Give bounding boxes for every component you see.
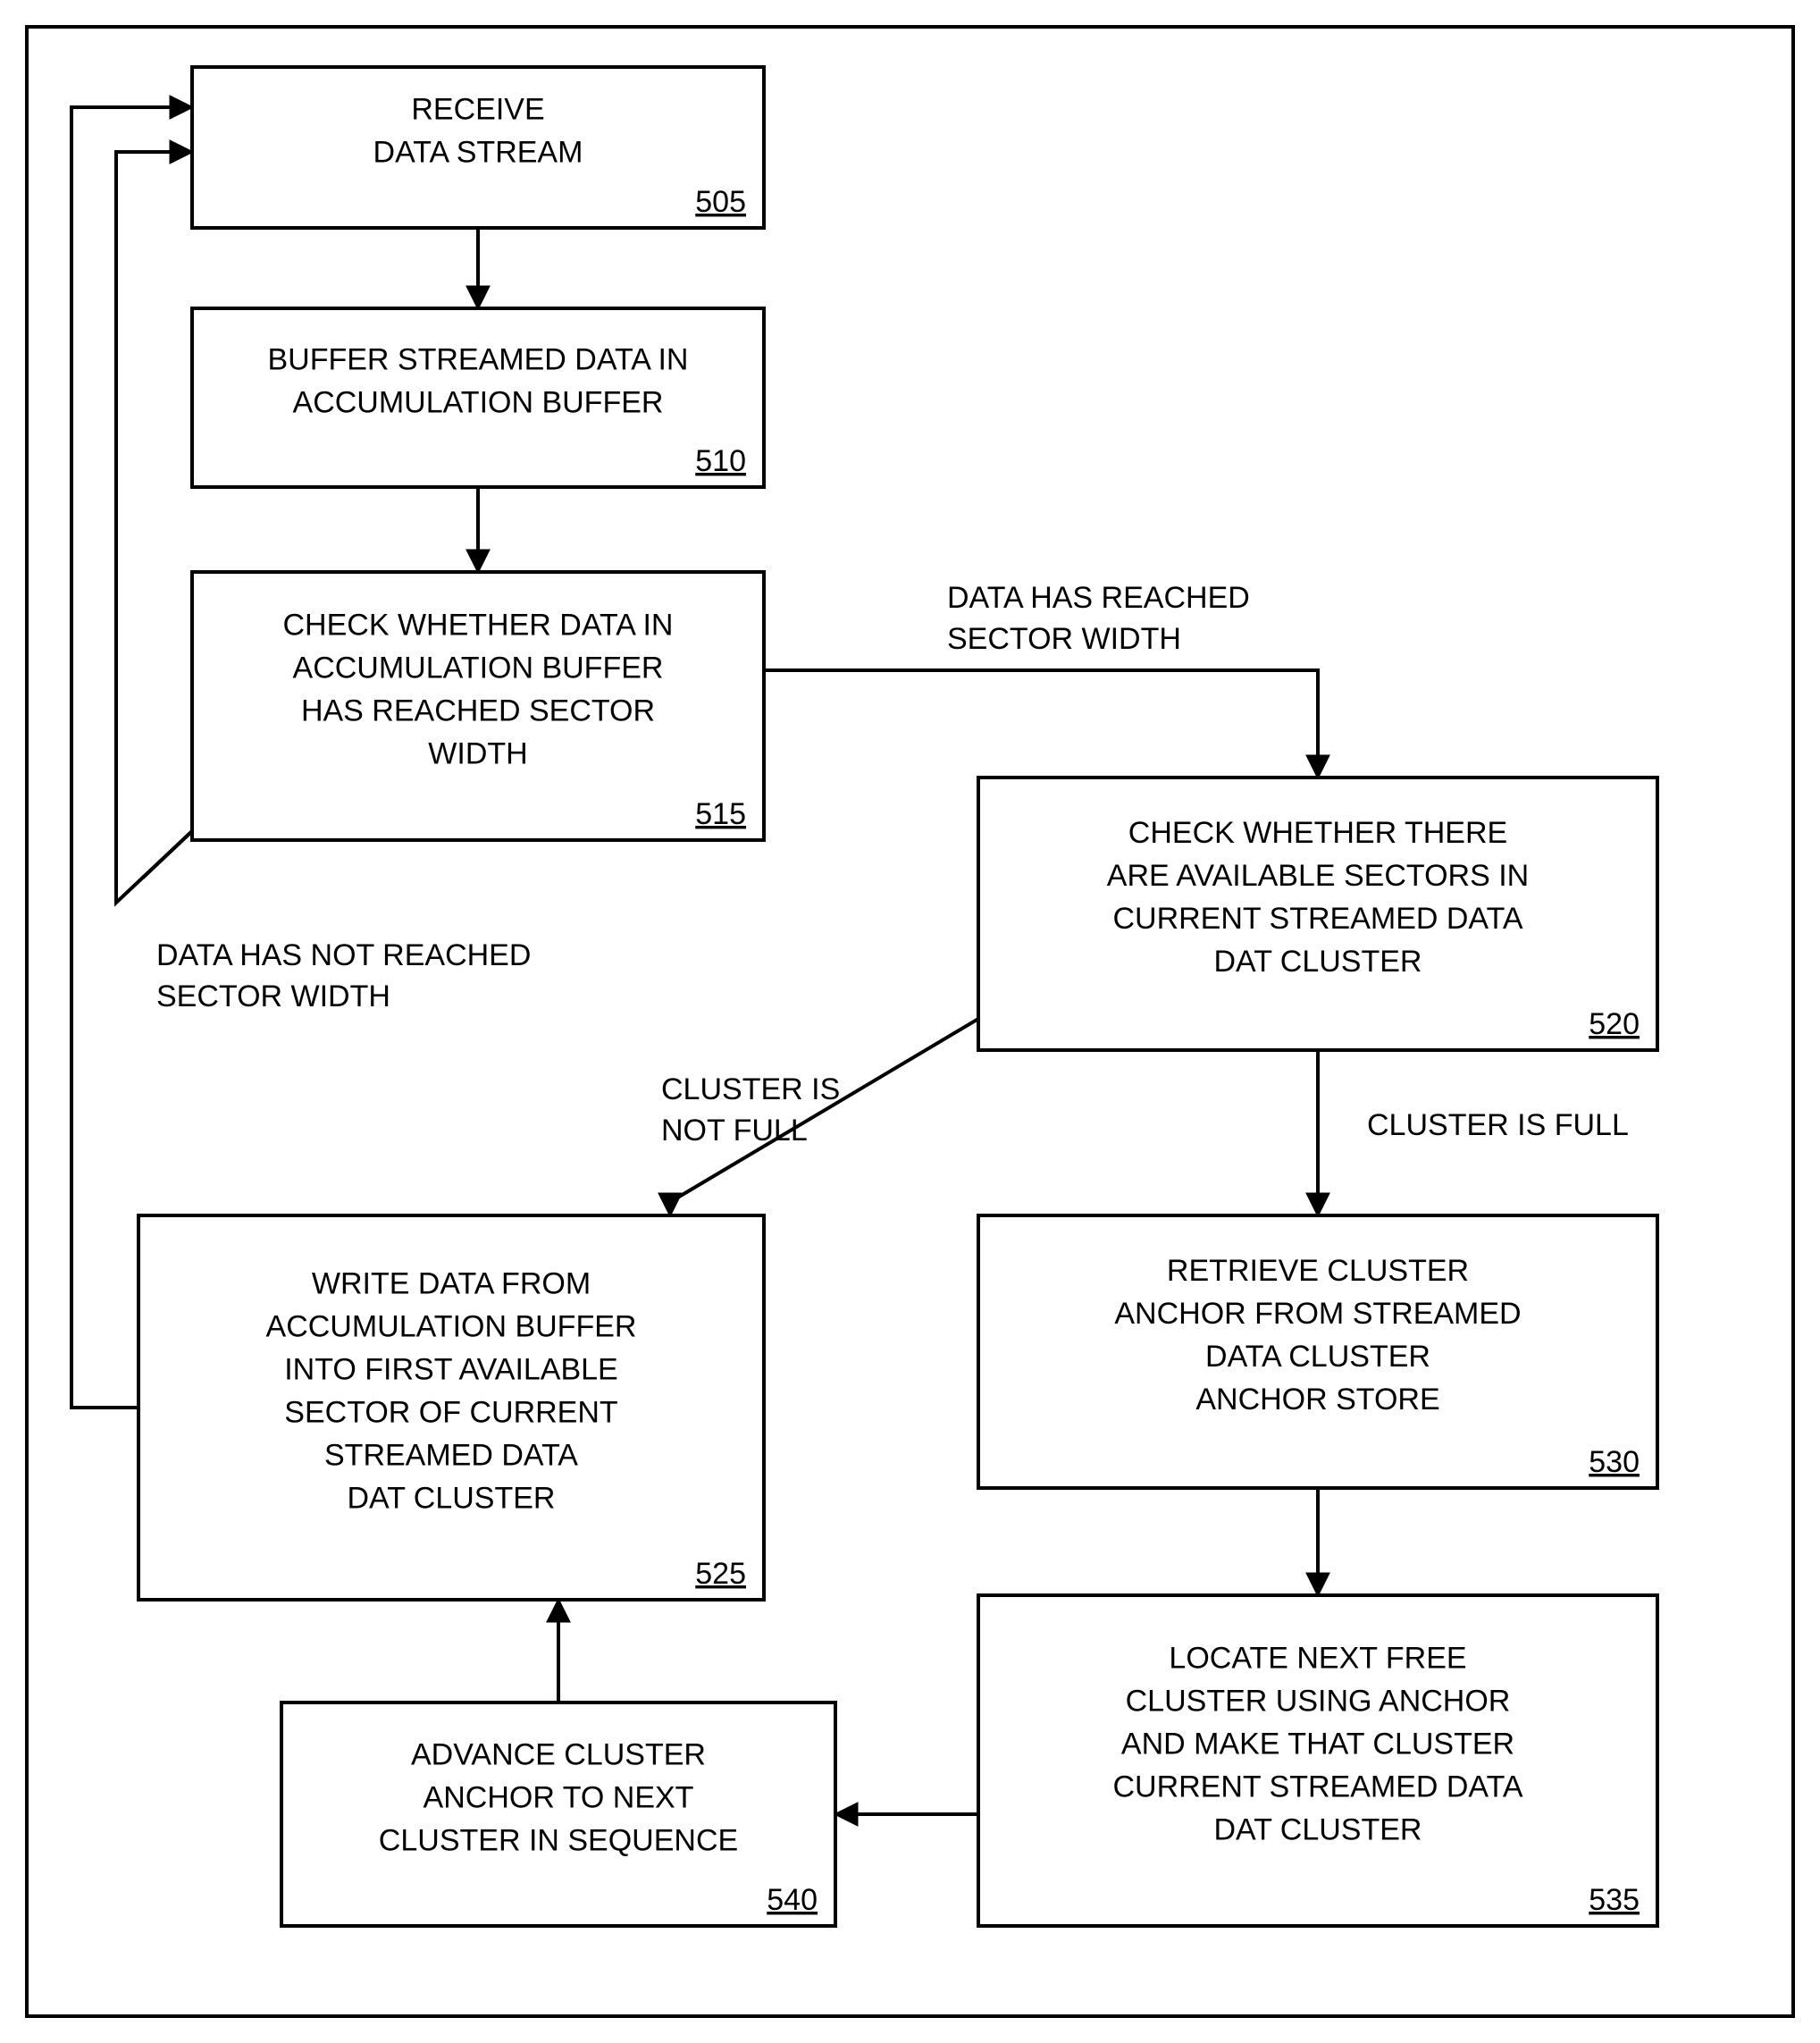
- edge-tick-e4: [143, 831, 192, 878]
- node-525: WRITE DATA FROM ACCUMULATION BUFFER INTO F…: [138, 1215, 764, 1600]
- node-text-530-line3: ANCHOR STORE: [1195, 1383, 1439, 1417]
- node-text-530-line2: DATA CLUSTER: [1205, 1340, 1430, 1374]
- node-text-535-line3: CURRENT STREAMED DATA: [1112, 1770, 1522, 1803]
- node-text-525-line2: INTO FIRST AVAILABLE: [284, 1352, 618, 1386]
- node-text-530-line0: RETRIEVE CLUSTER: [1167, 1254, 1469, 1288]
- edge-label-e3-line0: DATA HAS REACHED: [947, 581, 1250, 615]
- edge-label-e4-line0: DATA HAS NOT REACHED: [156, 938, 531, 972]
- flowchart-canvas: RECEIVE DATA STREAM 505 BUFFER STREAMED DAT…: [0, 0, 1820, 2043]
- node-text-535-line1: CLUSTER USING ANCHOR: [1126, 1684, 1511, 1718]
- edge-e3: DATA HAS REACHED SECTOR WIDTH: [764, 581, 1318, 778]
- node-515: CHECK WHETHER DATA IN ACCUMULATION BUFFER…: [192, 572, 764, 840]
- edge-label-e6-line0: CLUSTER IS FULL: [1367, 1108, 1629, 1142]
- edge-label-e4-line1: SECTOR WIDTH: [156, 979, 390, 1013]
- node-text-525-line5: DAT CLUSTER: [347, 1481, 555, 1515]
- node-ref-515: 515: [695, 797, 746, 831]
- node-text-510-line1: ACCUMULATION BUFFER: [293, 385, 664, 419]
- edge-path-e7: [71, 107, 192, 1408]
- edge-e6: CLUSTER IS FULL: [1318, 1050, 1629, 1215]
- node-text-515-line2: HAS REACHED SECTOR: [301, 694, 655, 727]
- node-540: ADVANCE CLUSTER ANCHOR TO NEXT CLUSTER IN …: [281, 1702, 835, 1926]
- node-text-525-line4: STREAMED DATA: [324, 1438, 578, 1472]
- edge-e5: CLUSTER IS NOT FULL: [661, 1019, 978, 1215]
- node-text-515-line0: CHECK WHETHER DATA IN: [283, 608, 674, 642]
- node-ref-540: 540: [767, 1883, 818, 1917]
- node-ref-525: 525: [695, 1557, 746, 1591]
- edge-label-e3-line1: SECTOR WIDTH: [947, 622, 1181, 656]
- node-text-505-line0: RECEIVE: [411, 92, 544, 126]
- node-505: RECEIVE DATA STREAM 505: [192, 67, 764, 228]
- node-text-515-line3: WIDTH: [428, 736, 527, 770]
- edge-path-e3: [764, 670, 1318, 778]
- node-530: RETRIEVE CLUSTER ANCHOR FROM STREAMED DATA…: [978, 1215, 1657, 1488]
- node-text-510-line0: BUFFER STREAMED DATA IN: [267, 342, 688, 376]
- node-text-535-line4: DAT CLUSTER: [1213, 1812, 1422, 1846]
- node-text-525-line1: ACCUMULATION BUFFER: [266, 1309, 637, 1343]
- edge-label-e5-line1: NOT FULL: [661, 1114, 808, 1148]
- node-text-525-line3: SECTOR OF CURRENT: [284, 1395, 617, 1429]
- node-text-535-line0: LOCATE NEXT FREE: [1169, 1641, 1466, 1675]
- node-text-520-line0: CHECK WHETHER THERE: [1128, 816, 1507, 850]
- node-text-540-line0: ADVANCE CLUSTER: [411, 1737, 706, 1771]
- node-ref-510: 510: [695, 444, 746, 478]
- node-520: CHECK WHETHER THERE ARE AVAILABLE SECTORS…: [978, 778, 1657, 1050]
- node-text-520-line2: CURRENT STREAMED DATA: [1112, 902, 1522, 936]
- node-text-515-line1: ACCUMULATION BUFFER: [293, 651, 664, 685]
- node-535: LOCATE NEXT FREE CLUSTER USING ANCHOR AND …: [978, 1595, 1657, 1926]
- edge-path-e4: [116, 152, 192, 903]
- node-ref-535: 535: [1589, 1883, 1640, 1917]
- node-text-505-line1: DATA STREAM: [373, 135, 583, 169]
- node-510: BUFFER STREAMED DATA IN ACCUMULATION BUFF…: [192, 308, 764, 487]
- node-text-540-line1: ANCHOR TO NEXT: [424, 1780, 694, 1814]
- node-text-530-line1: ANCHOR FROM STREAMED: [1114, 1297, 1521, 1331]
- node-ref-530: 530: [1589, 1445, 1640, 1479]
- node-text-520-line3: DAT CLUSTER: [1213, 945, 1422, 979]
- edge-e7: [71, 107, 192, 1408]
- node-text-525-line0: WRITE DATA FROM: [312, 1266, 591, 1300]
- node-text-540-line2: CLUSTER IN SEQUENCE: [379, 1823, 738, 1857]
- node-ref-520: 520: [1589, 1007, 1640, 1041]
- node-text-520-line1: ARE AVAILABLE SECTORS IN: [1107, 859, 1529, 893]
- edge-label-e5-line0: CLUSTER IS: [661, 1072, 840, 1106]
- node-text-535-line2: AND MAKE THAT CLUSTER: [1121, 1727, 1514, 1761]
- node-ref-505: 505: [695, 185, 746, 219]
